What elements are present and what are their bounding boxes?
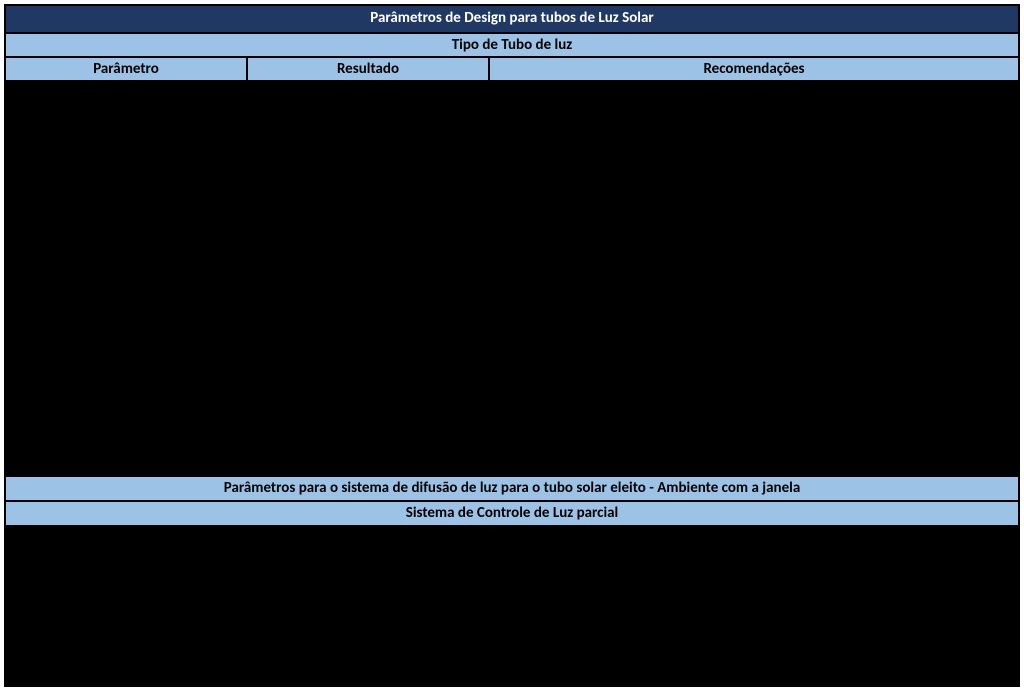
table-title: Parâmetros de Design para tubos de Luz S… (5, 5, 1019, 33)
section2-subtitle: Sistema de Controle de Luz parcial (5, 501, 1019, 526)
design-parameters-table: Parâmetros de Design para tubos de Luz S… (4, 4, 1020, 687)
section2-title: Parâmetros para o sistema de difusão de … (5, 476, 1019, 501)
col-header-recomendacoes: Recomendações (489, 57, 1019, 81)
col-header-resultado: Resultado (247, 57, 489, 81)
column-headers-row: Parâmetro Resultado Recomendações (5, 57, 1019, 81)
table-body-section-1 (5, 81, 1019, 476)
table-body-section-2 (5, 526, 1019, 686)
table-subtitle: Tipo de Tubo de luz (5, 33, 1019, 58)
col-header-parametro: Parâmetro (5, 57, 247, 81)
